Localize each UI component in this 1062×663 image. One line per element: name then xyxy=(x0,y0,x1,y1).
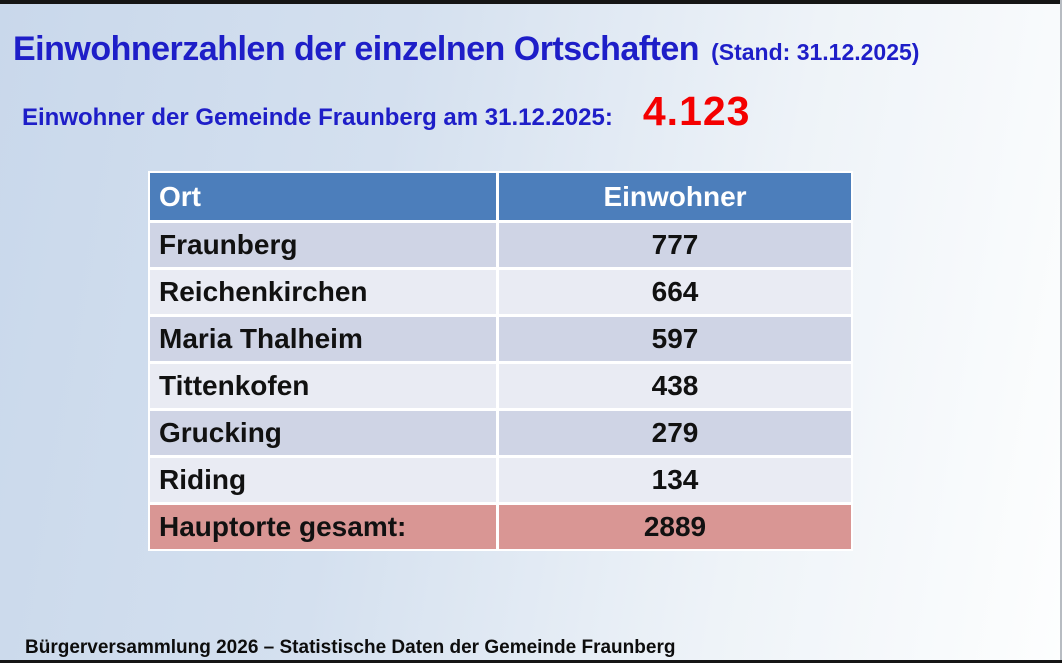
cell-ort: Maria Thalheim xyxy=(150,317,499,361)
table-row: Fraunberg 777 xyxy=(150,220,851,267)
top-edge-bar xyxy=(0,0,1062,4)
footer-text: Bürgerversammlung 2026 – Statistische Da… xyxy=(25,637,676,658)
cell-ort: Reichenkirchen xyxy=(150,270,499,314)
table-header-einwohner: Einwohner xyxy=(603,180,747,212)
subtitle-label: Einwohner der Gemeinde Fraunberg am 31.1… xyxy=(22,104,613,131)
cell-einwohner: 134 xyxy=(651,464,699,495)
total-label: Hauptorte gesamt: xyxy=(150,505,499,549)
slide-title-row: Einwohnerzahlen der einzelnen Ortschafte… xyxy=(13,30,1053,69)
total-value: 2889 xyxy=(643,511,707,542)
cell-ort: Tittenkofen xyxy=(150,364,499,408)
cell-ort: Grucking xyxy=(150,411,499,455)
title-date-suffix: (Stand: 31.12.2025) xyxy=(711,39,920,65)
table-row: Grucking 279 xyxy=(150,408,851,455)
cell-einwohner: 438 xyxy=(651,370,699,401)
cell-ort: Riding xyxy=(150,458,499,502)
table-header-row: Ort Einwohner xyxy=(150,173,851,220)
table-row: Maria Thalheim 597 xyxy=(150,314,851,361)
table-row: Riding 134 xyxy=(150,455,851,502)
cell-ort: Fraunberg xyxy=(150,223,499,267)
table-row: Reichenkirchen 664 xyxy=(150,267,851,314)
slide-title: Einwohnerzahlen der einzelnen Ortschafte… xyxy=(13,30,700,68)
cell-einwohner: 664 xyxy=(651,276,699,307)
subtitle-row: Einwohner der Gemeinde Fraunberg am 31.1… xyxy=(22,88,1042,135)
table-total-row: Hauptorte gesamt: 2889 xyxy=(150,502,851,549)
population-table: Ort Einwohner Fraunberg 777 Reichenkirch… xyxy=(148,171,853,551)
cell-einwohner: 279 xyxy=(651,417,699,448)
bottom-edge-bar xyxy=(0,660,1062,663)
table-row: Tittenkofen 438 xyxy=(150,361,851,408)
right-edge-line xyxy=(1060,0,1062,663)
total-population-value: 4.123 xyxy=(642,88,751,134)
cell-einwohner: 597 xyxy=(651,323,699,354)
table-header-ort: Ort xyxy=(150,173,499,220)
cell-einwohner: 777 xyxy=(651,229,699,260)
